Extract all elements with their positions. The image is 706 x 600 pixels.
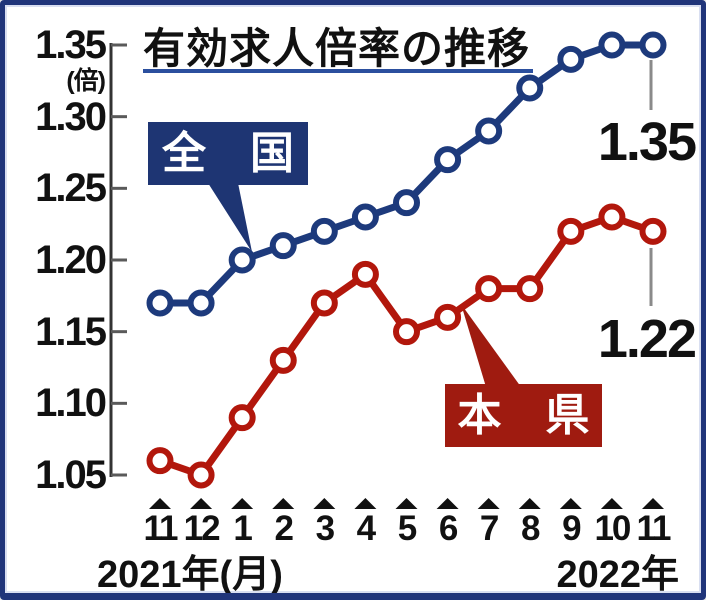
y-axis-tick-label: 1.05 <box>35 453 107 497</box>
data-point-national <box>393 189 420 217</box>
data-point-prefecture <box>351 260 379 288</box>
data-point-prefecture <box>228 404 256 432</box>
y-axis-tick-label: 1.35 <box>35 23 107 67</box>
x-axis-year-right: 2022年 <box>556 554 679 596</box>
x-axis-month-label: 7 <box>479 509 499 548</box>
line-chart <box>109 31 667 509</box>
month-marker-triangle <box>313 498 336 509</box>
x-axis-year-left: 2021年(月) <box>97 554 283 596</box>
chart-title: 有効求人倍率の推移 <box>143 25 531 72</box>
data-point-prefecture <box>557 217 585 245</box>
data-point-national <box>434 146 462 174</box>
y-axis-tick-label: 1.25 <box>35 166 107 211</box>
x-axis-month-label: 11 <box>636 509 672 548</box>
data-point-national <box>557 45 585 73</box>
data-point-national <box>310 217 338 245</box>
month-marker-triangle <box>272 498 295 509</box>
month-marker-triangle <box>559 498 582 509</box>
data-point-prefecture <box>146 447 174 475</box>
data-point-national <box>146 289 174 317</box>
x-axis-month-label: 5 <box>397 509 417 548</box>
month-marker-triangle <box>642 498 664 509</box>
data-point-national <box>516 74 544 102</box>
x-axis-month-label: 2 <box>274 509 294 548</box>
month-marker-triangle <box>600 498 623 509</box>
title-underline <box>143 69 533 73</box>
data-point-prefecture <box>475 275 503 303</box>
data-point-prefecture <box>393 318 420 346</box>
data-point-national <box>475 117 503 145</box>
data-point-national <box>598 31 626 59</box>
data-point-prefecture <box>598 203 626 231</box>
x-axis-month-label: 8 <box>521 509 540 548</box>
data-point-national <box>228 246 256 274</box>
callout-pointer-prefecture <box>461 304 521 387</box>
data-point-prefecture <box>187 461 215 489</box>
x-axis-month-label: 11 <box>143 509 179 548</box>
month-marker-triangle <box>518 498 541 509</box>
month-marker-triangle <box>231 498 254 509</box>
legend-label-national: 全 国 <box>162 128 294 178</box>
month-marker-triangle <box>190 498 213 509</box>
data-point-prefecture <box>516 275 544 303</box>
x-axis-month-label: 10 <box>594 509 631 548</box>
x-axis-month-label: 6 <box>438 509 458 548</box>
month-marker-triangle <box>436 498 459 509</box>
end-value-label-national: 1.35 <box>597 112 697 172</box>
y-axis-tick-label: 1.10 <box>35 381 107 426</box>
legend-callout-prefecture: 本 県 <box>445 384 602 447</box>
legend-callout-national: 全 国 <box>148 122 308 185</box>
end-value-label-prefecture: 1.22 <box>597 309 697 369</box>
month-marker-triangle <box>395 498 418 509</box>
data-point-national <box>269 232 297 260</box>
x-axis-month-label: 4 <box>356 509 376 548</box>
y-axis-unit-label: (倍) <box>66 67 106 95</box>
data-point-prefecture <box>310 289 338 317</box>
x-axis-month-label: 12 <box>183 509 221 548</box>
month-marker-triangle <box>354 498 377 509</box>
callout-pointer-national <box>208 183 252 252</box>
data-point-national <box>187 289 215 317</box>
y-axis-tick-label: 1.15 <box>35 309 107 354</box>
y-axis-tick-label: 1.20 <box>35 238 107 282</box>
data-point-national <box>639 31 667 59</box>
month-marker-triangle <box>477 498 500 509</box>
data-point-prefecture <box>639 217 667 245</box>
legend-label-prefecture: 本 県 <box>457 390 590 440</box>
x-axis-month-label: 3 <box>315 509 335 548</box>
x-axis-month-label: 9 <box>562 509 581 548</box>
data-point-prefecture <box>434 303 462 331</box>
data-point-prefecture <box>269 346 297 374</box>
data-point-national <box>351 203 379 231</box>
y-axis-tick-label: 1.30 <box>35 94 107 139</box>
month-marker-triangle <box>149 498 171 509</box>
x-axis-month-label: 1 <box>233 509 252 548</box>
